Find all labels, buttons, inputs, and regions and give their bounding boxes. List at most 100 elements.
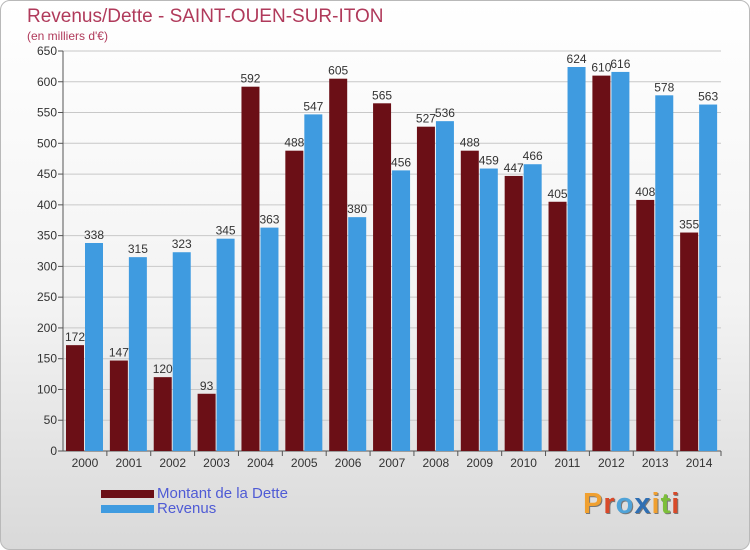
x-tick-label: 2004: [247, 456, 274, 470]
bar-revenus: [479, 168, 498, 452]
legend-label-revenus: Revenus: [157, 500, 217, 517]
data-label: 408: [635, 185, 655, 199]
bar-revenus: [567, 67, 586, 451]
bar-revenus: [128, 257, 147, 451]
chart-title: Revenus/Dette - SAINT-OUEN-SUR-ITON: [27, 6, 384, 27]
bar-revenus: [611, 71, 630, 451]
logo-letter: t: [660, 488, 672, 520]
y-tick-label: 300: [37, 259, 57, 273]
x-tick-label: 2009: [466, 456, 493, 470]
bar-dette: [241, 86, 260, 451]
data-label: 338: [84, 228, 104, 242]
bar-dette: [153, 377, 172, 451]
legend-swatch-dette: [101, 490, 154, 498]
x-tick-label: 2010: [510, 456, 537, 470]
bar-dette: [373, 103, 392, 452]
bar-dette: [416, 126, 435, 451]
x-tick-label: 2006: [335, 456, 362, 470]
y-tick-label: 50: [44, 413, 58, 427]
data-label: 456: [391, 155, 411, 169]
data-label: 536: [435, 106, 455, 120]
bar-revenus: [348, 217, 367, 451]
data-label: 563: [698, 90, 718, 104]
data-label: 345: [216, 224, 236, 238]
bar-revenus: [435, 121, 454, 452]
logo-letter: i: [671, 488, 681, 520]
bar-dette: [636, 199, 655, 451]
x-tick-label: 2007: [379, 456, 406, 470]
bar-revenus: [655, 95, 674, 452]
legend-label-dette: Montant de la Dette: [157, 485, 288, 502]
bar-dette: [680, 232, 699, 451]
data-label: 610: [591, 61, 611, 75]
data-label: 605: [328, 64, 348, 78]
bar-dette: [548, 201, 567, 451]
logo-letter: P: [583, 488, 604, 520]
bar-revenus: [85, 243, 103, 451]
data-label: 363: [259, 213, 279, 227]
logo-letter: i: [651, 488, 661, 520]
legend-swatch-revenus: [101, 505, 154, 513]
data-label: 592: [240, 72, 260, 86]
y-tick-label: 550: [37, 106, 57, 120]
x-tick-label: 2011: [555, 456, 581, 470]
bar-revenus: [304, 114, 323, 451]
bar-revenus: [172, 252, 191, 451]
y-tick-label: 100: [37, 382, 57, 396]
logo-letter: o: [615, 488, 635, 520]
bar-revenus: [260, 227, 279, 451]
data-label: 405: [548, 187, 568, 201]
bar-revenus: [699, 104, 718, 452]
x-tick-label: 2012: [598, 456, 625, 470]
bar-dette: [197, 393, 216, 451]
y-tick-label: 600: [37, 75, 57, 89]
bar-dette: [460, 150, 479, 451]
bar-dette: [285, 150, 304, 451]
x-tick-label: 2008: [423, 456, 450, 470]
data-label: 527: [416, 112, 436, 126]
bar-dette: [66, 345, 84, 451]
proxiti-logo: Proxiti: [583, 488, 680, 521]
bar-dette: [109, 360, 128, 451]
y-tick-label: 0: [50, 444, 57, 458]
data-label: 120: [153, 362, 173, 376]
data-label: 355: [679, 218, 699, 232]
y-tick-label: 200: [37, 321, 57, 335]
logo-letter: r: [603, 488, 616, 520]
y-tick-label: 500: [37, 136, 57, 150]
bar-revenus: [523, 164, 542, 451]
x-tick-label: 2003: [203, 456, 230, 470]
data-label: 147: [109, 346, 129, 360]
data-label: 315: [128, 242, 148, 256]
y-tick-label: 250: [37, 290, 57, 304]
data-label: 624: [567, 52, 587, 66]
data-label: 488: [460, 136, 480, 150]
y-tick-label: 350: [37, 229, 57, 243]
x-tick-label: 2000: [72, 456, 99, 470]
data-label: 380: [347, 202, 367, 216]
logo-letter: x: [634, 488, 652, 520]
x-tick-label: 2005: [291, 456, 318, 470]
data-label: 547: [303, 99, 323, 113]
y-tick-label: 150: [37, 352, 57, 366]
bar-dette: [329, 78, 348, 451]
x-tick-label: 2013: [642, 456, 669, 470]
y-tick-label: 450: [37, 167, 57, 181]
data-label: 447: [504, 161, 524, 175]
data-label: 459: [479, 154, 499, 168]
data-label: 616: [610, 57, 630, 71]
data-label: 93: [200, 379, 214, 393]
data-label: 578: [654, 80, 674, 94]
x-tick-label: 2002: [159, 456, 186, 470]
bar-dette: [504, 175, 523, 451]
data-label: 172: [65, 330, 85, 344]
data-label: 323: [172, 237, 192, 251]
x-tick-label: 2001: [115, 456, 142, 470]
x-tick-label: 2014: [686, 456, 713, 470]
bar-revenus: [216, 238, 235, 451]
chart-subtitle: (en milliers d'€): [27, 29, 108, 43]
data-label: 565: [372, 88, 392, 102]
data-label: 488: [284, 136, 304, 150]
